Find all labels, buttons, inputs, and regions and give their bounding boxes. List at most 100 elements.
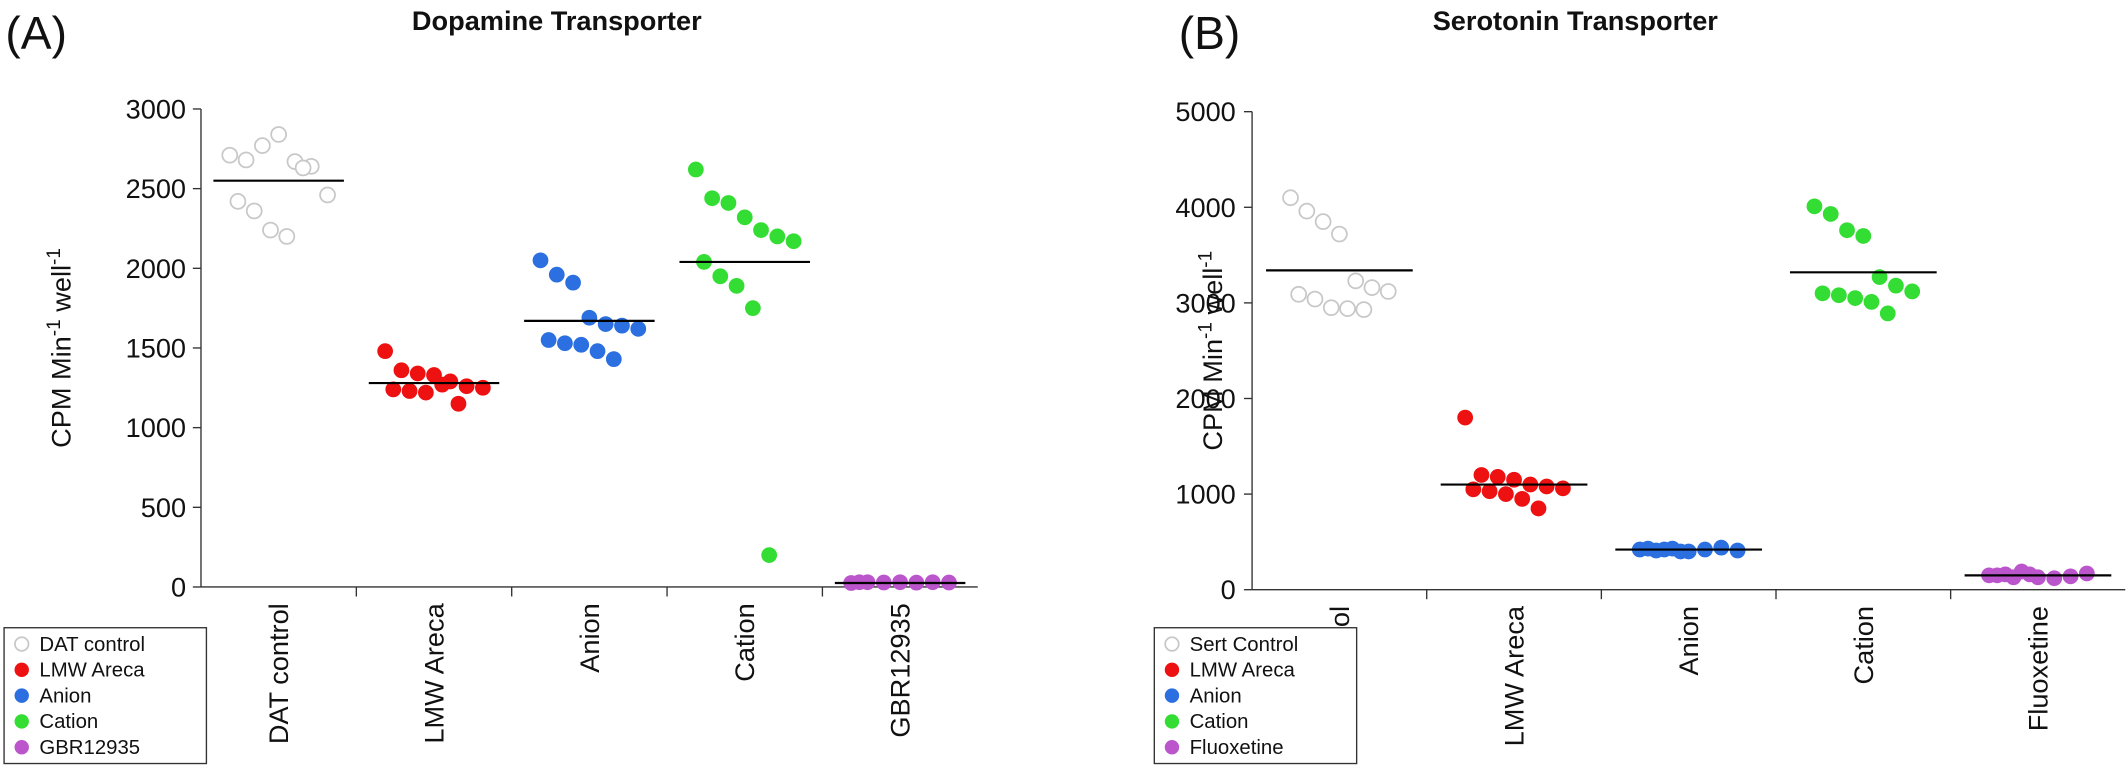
data-point <box>1282 189 1299 207</box>
data-point <box>1863 294 1880 310</box>
data-point <box>1306 290 1324 308</box>
data-point <box>1839 222 1855 239</box>
data-point <box>278 228 296 245</box>
chart-title: Dopamine Transporter <box>412 5 702 36</box>
data-point <box>581 309 598 326</box>
legend-marker <box>1164 662 1180 678</box>
data-point <box>1847 290 1864 306</box>
data-point <box>540 332 557 348</box>
legend-label: DAT control <box>39 634 145 656</box>
data-point <box>565 274 581 291</box>
data-point <box>761 547 778 563</box>
legend-label: LMW Areca <box>39 660 145 682</box>
legend-label: GBR12935 <box>39 737 140 759</box>
x-tick-label: Anion <box>1673 606 1704 675</box>
label-part: well <box>1197 268 1228 322</box>
legend-marker <box>1164 714 1180 729</box>
data-point <box>769 228 786 245</box>
legend-label: Sert Control <box>1190 634 1299 656</box>
data-point <box>1530 500 1547 517</box>
data-point <box>1879 305 1896 322</box>
data-point <box>1379 283 1397 300</box>
superscript: -1 <box>1195 322 1216 339</box>
y-tick-label: 0 <box>171 571 186 602</box>
superscript: -1 <box>44 248 65 265</box>
data-point <box>1831 287 1847 304</box>
data-point <box>548 266 565 283</box>
data-point <box>1347 272 1365 290</box>
data-point <box>2078 565 2095 582</box>
legend-marker <box>14 688 29 703</box>
data-point <box>245 202 263 220</box>
y-tick-label: 2500 <box>126 173 186 204</box>
x-tick-label: Cation <box>729 603 760 682</box>
superscript: -1 <box>1195 251 1216 268</box>
data-point <box>1904 283 1921 300</box>
label-part: CPM Min <box>1197 339 1228 451</box>
data-point <box>401 383 418 399</box>
data-point <box>736 209 753 226</box>
data-point <box>728 277 745 294</box>
data-point <box>385 381 402 398</box>
data-point <box>589 343 606 360</box>
data-point <box>458 378 475 395</box>
data-point <box>1888 277 1904 294</box>
data-point <box>294 159 312 177</box>
data-point <box>393 362 410 379</box>
x-tick-label: Fluoxetine <box>2022 606 2053 731</box>
data-point <box>417 384 434 401</box>
y-axis-label: CPM Min-1 well-1 <box>44 248 77 448</box>
legend-box <box>1153 627 1358 765</box>
x-tick-label: LMW Areca <box>419 602 450 743</box>
data-point <box>573 336 590 353</box>
legend-marker <box>1164 688 1180 703</box>
data-point <box>2046 570 2063 587</box>
data-point <box>229 193 247 210</box>
data-point <box>687 161 704 178</box>
legend-marker <box>14 714 29 729</box>
superscript: -1 <box>44 319 65 336</box>
data-point <box>753 222 769 238</box>
legend-marker <box>14 740 29 755</box>
data-point <box>1290 285 1308 303</box>
legend-marker <box>14 636 30 652</box>
data-point <box>434 376 451 393</box>
legend-marker <box>1164 740 1180 755</box>
legend-marker <box>1164 636 1180 652</box>
legend-box <box>3 627 208 765</box>
data-point <box>630 320 647 337</box>
data-point <box>785 233 802 250</box>
data-point <box>1538 478 1555 495</box>
data-point <box>1355 301 1373 318</box>
data-point <box>254 137 271 154</box>
y-tick-label: 0 <box>1221 574 1236 605</box>
panel-label: (B) <box>1179 7 1241 59</box>
y-tick-label: 4000 <box>1175 192 1235 223</box>
data-point <box>1473 467 1490 483</box>
data-point <box>1713 539 1730 556</box>
data-point <box>1806 198 1823 215</box>
data-point <box>1331 225 1348 243</box>
data-point <box>720 195 737 211</box>
x-tick-label: Cation <box>1848 606 1879 685</box>
data-point <box>1814 285 1831 302</box>
legend-marker <box>14 662 29 678</box>
data-point <box>319 186 336 204</box>
data-point <box>450 395 467 412</box>
label-part: CPM Min <box>46 336 77 448</box>
data-point <box>221 146 239 164</box>
data-point <box>1555 480 1571 497</box>
data-point <box>1672 543 1689 560</box>
y-tick-label: 1500 <box>126 332 186 363</box>
legend-label: Cation <box>39 711 98 733</box>
y-tick-label: 3000 <box>126 93 186 124</box>
data-point <box>1514 491 1531 507</box>
legend-label: Anion <box>1190 685 1242 707</box>
data-point <box>262 221 279 239</box>
data-point <box>377 343 394 360</box>
y-tick-label: 1000 <box>126 412 186 443</box>
